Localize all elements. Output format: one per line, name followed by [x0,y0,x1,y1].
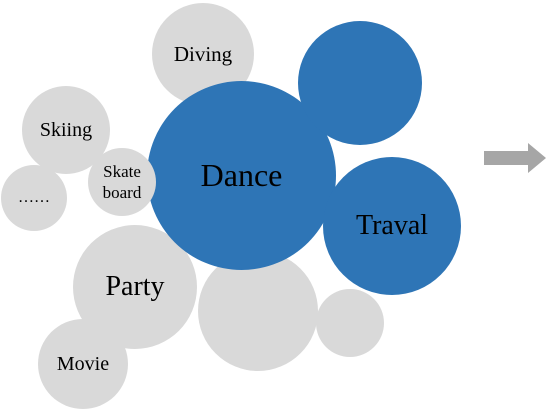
bubble-label-skateboard: Skate board [102,161,142,202]
bubble-label-party: Party [105,271,165,302]
bubble-label-skiing: Skiing [39,118,93,141]
bubble-ellipsis: …… [1,165,67,231]
bubble-label-diving: Diving [173,41,233,66]
bubble-unlabeled-small-grey [316,289,384,357]
bubble-label-dance: Dance [200,157,283,193]
right-arrow-shape [484,143,546,173]
bubble-skateboard: Skate board [88,148,156,216]
right-arrow-icon [484,143,546,173]
bubble-unlabeled-blue [298,21,422,145]
bubble-label-movie: Movie [56,352,110,375]
bubble-label-traval: Traval [355,210,429,241]
bubble-label-ellipsis: …… [18,189,50,206]
bubble-traval: Traval [323,157,461,295]
bubble-movie: Movie [38,319,128,409]
bubble-unlabeled-large-grey [198,251,318,371]
